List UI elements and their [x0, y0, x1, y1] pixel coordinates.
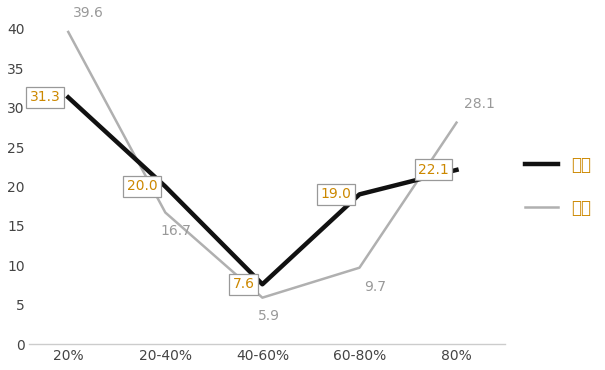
Text: 20.0: 20.0	[127, 179, 157, 194]
Text: 19.0: 19.0	[321, 187, 352, 201]
Text: 39.6: 39.6	[73, 6, 104, 20]
Text: 5.9: 5.9	[258, 309, 280, 323]
Text: 22.1: 22.1	[418, 163, 449, 177]
Legend: 여성, 남성: 여성, 남성	[518, 149, 598, 223]
Text: 9.7: 9.7	[364, 279, 387, 293]
Text: 28.1: 28.1	[464, 97, 495, 111]
Text: 31.3: 31.3	[30, 90, 60, 104]
Text: 7.6: 7.6	[232, 277, 255, 291]
Text: 16.7: 16.7	[160, 224, 191, 238]
